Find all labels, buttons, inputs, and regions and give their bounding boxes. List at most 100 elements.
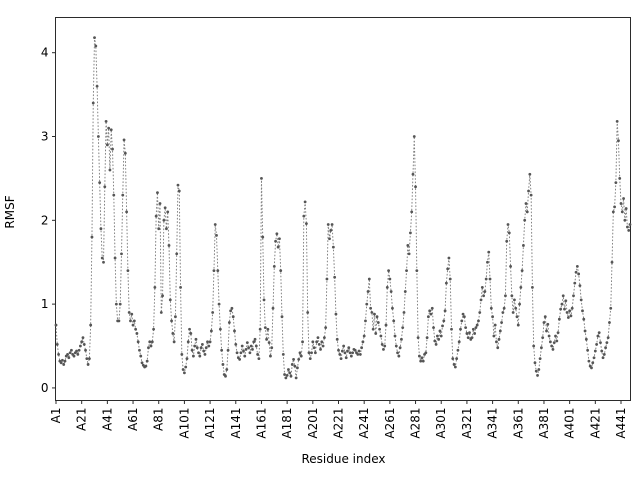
data-point xyxy=(477,319,480,323)
data-point xyxy=(279,269,283,272)
data-point xyxy=(150,340,154,344)
data-point xyxy=(392,319,396,323)
data-point xyxy=(557,317,561,321)
data-point xyxy=(383,344,387,348)
x-tick-label: A161 xyxy=(254,408,268,439)
data-point xyxy=(140,361,144,365)
data-point xyxy=(563,307,566,311)
data-point xyxy=(545,329,548,333)
data-point xyxy=(321,344,325,348)
data-point xyxy=(86,363,90,366)
data-point xyxy=(316,336,320,340)
data-point xyxy=(575,265,579,268)
data-point xyxy=(98,181,102,185)
x-tick-label: A321 xyxy=(460,408,474,439)
data-point xyxy=(356,353,360,356)
data-point xyxy=(184,365,188,369)
data-point xyxy=(90,235,94,239)
data-point xyxy=(614,181,618,185)
data-point xyxy=(135,332,139,335)
data-point xyxy=(516,323,520,327)
data-point xyxy=(509,265,512,268)
data-point xyxy=(207,344,211,348)
data-point xyxy=(271,306,275,310)
data-point xyxy=(197,351,200,355)
data-point xyxy=(486,260,489,264)
data-point xyxy=(348,351,352,355)
data-point xyxy=(554,334,557,338)
data-point xyxy=(294,376,298,380)
data-point xyxy=(113,256,117,260)
data-point xyxy=(159,311,163,314)
data-point xyxy=(421,359,425,363)
data-point xyxy=(215,234,218,237)
data-point xyxy=(577,272,581,276)
data-point xyxy=(559,307,563,311)
data-point xyxy=(252,340,256,344)
data-point xyxy=(569,314,573,318)
data-point xyxy=(175,252,179,256)
data-point xyxy=(254,344,258,348)
data-point xyxy=(389,290,393,293)
data-point xyxy=(198,354,202,358)
data-point xyxy=(498,329,502,333)
data-point xyxy=(251,347,254,351)
x-tick-label: A141 xyxy=(229,408,243,439)
data-point xyxy=(240,344,244,348)
data-point xyxy=(157,227,161,231)
data-point xyxy=(347,346,351,350)
data-point xyxy=(522,244,525,247)
data-point xyxy=(80,340,84,344)
data-point xyxy=(285,373,289,377)
data-point xyxy=(296,366,299,370)
data-point xyxy=(483,290,487,293)
data-point xyxy=(565,311,569,314)
data-point xyxy=(401,326,405,329)
data-point xyxy=(474,326,478,329)
data-point xyxy=(288,371,292,375)
data-point xyxy=(578,284,582,288)
x-tick-label: A221 xyxy=(332,408,346,439)
data-point xyxy=(118,302,122,306)
data-point xyxy=(338,353,342,356)
data-point xyxy=(595,342,599,346)
data-point xyxy=(504,294,507,298)
x-tick-label: A181 xyxy=(280,408,294,439)
data-point xyxy=(262,298,266,302)
data-point xyxy=(518,302,521,306)
data-point xyxy=(211,311,215,314)
data-point xyxy=(266,327,270,331)
data-point xyxy=(433,339,437,343)
data-point xyxy=(239,351,243,355)
data-point xyxy=(527,189,530,193)
data-point xyxy=(405,269,408,272)
data-point xyxy=(362,334,366,338)
x-tick-label: A421 xyxy=(588,408,602,439)
data-point xyxy=(465,332,469,335)
data-point xyxy=(532,344,536,348)
data-point xyxy=(108,168,112,172)
data-point xyxy=(371,327,375,331)
data-point xyxy=(315,340,319,344)
data-point xyxy=(550,344,554,348)
data-point xyxy=(55,342,59,346)
data-point xyxy=(613,205,616,209)
data-point xyxy=(566,316,570,319)
data-point xyxy=(322,336,326,340)
data-point xyxy=(99,227,103,231)
data-point xyxy=(384,323,388,327)
data-point xyxy=(276,245,280,249)
data-point xyxy=(317,342,321,346)
data-point xyxy=(570,306,574,310)
data-point xyxy=(195,346,199,350)
x-tick-label: A281 xyxy=(409,408,423,439)
data-point xyxy=(375,315,379,319)
data-point xyxy=(54,323,58,327)
x-tick-label: A341 xyxy=(486,408,500,439)
data-point xyxy=(62,363,66,366)
data-point xyxy=(606,336,610,340)
data-point xyxy=(231,315,235,319)
data-point xyxy=(202,349,206,353)
data-point xyxy=(452,363,456,366)
